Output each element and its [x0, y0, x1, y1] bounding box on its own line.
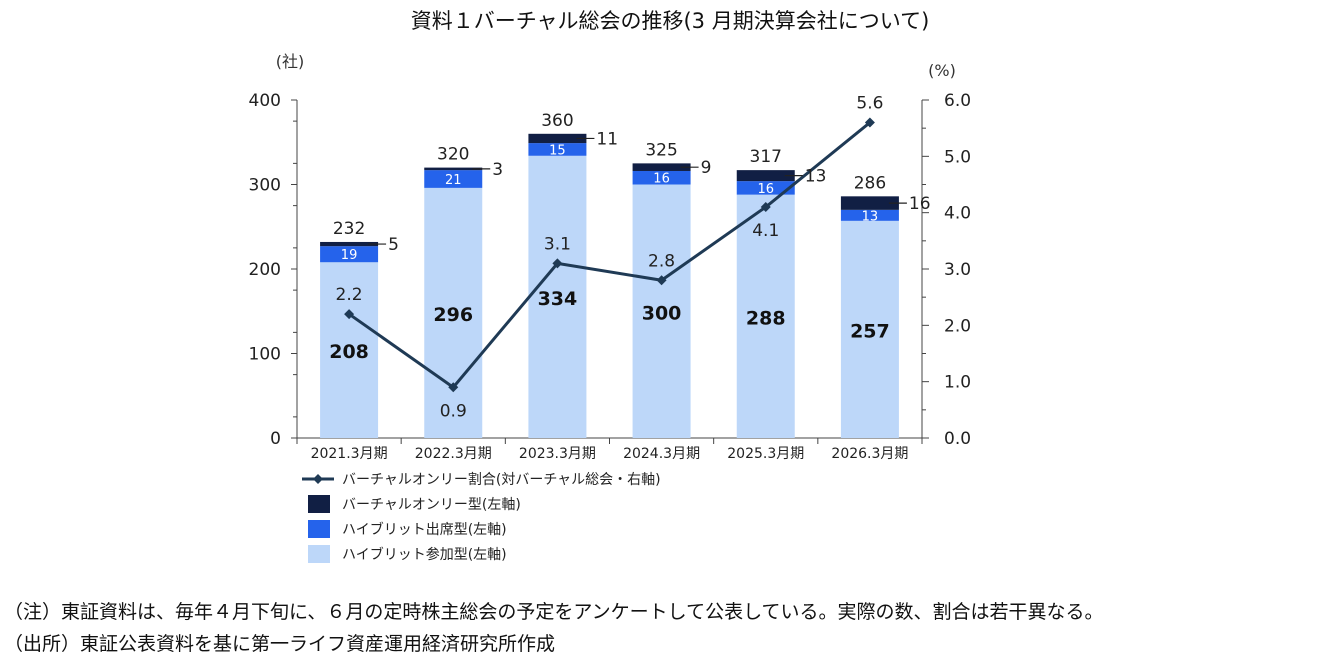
bar-virtual-only: [736, 170, 795, 182]
ratio-polyline: [348, 121, 871, 390]
label-hybrid-participation: 334: [538, 288, 578, 310]
left-tick-label: 400: [249, 91, 281, 111]
source-note: （出所）東証公表資料を基に第一ライフ資産運用経済研究所作成: [4, 633, 556, 655]
label-hybrid-attendance: 19: [341, 248, 358, 263]
label-hybrid-attendance: 13: [862, 209, 879, 224]
label-hybrid-attendance: 15: [549, 143, 566, 158]
ratio-point: [344, 309, 355, 320]
label-ratio: 5.6: [856, 94, 883, 114]
legend-line-marker: [313, 474, 323, 484]
ratio-line: [344, 117, 875, 393]
right-tick-label: 2.0: [944, 316, 971, 336]
label-ratio: 0.9: [440, 401, 467, 421]
right-tick-label: 3.0: [944, 260, 971, 280]
bars: [320, 133, 899, 438]
left-tick-label: 0: [270, 429, 281, 449]
label-total: 360: [541, 111, 573, 131]
label-hybrid-participation: 208: [329, 341, 369, 363]
ratio-point: [864, 117, 875, 128]
label-virtual-only: 16: [909, 194, 931, 214]
bar-virtual-only: [320, 241, 379, 247]
label-virtual-only: 9: [701, 158, 712, 178]
label-virtual-only: 11: [596, 129, 618, 149]
x-tick-label: 2022.3月期: [415, 446, 492, 462]
legend-swatch: [308, 545, 330, 563]
bar-virtual-only: [528, 133, 587, 144]
chart: 資料１バーチャル総会の推移(3 月期決算会社について) (社) (%) 0 100…: [249, 9, 972, 563]
label-hybrid-participation: 257: [850, 320, 890, 342]
label-hybrid-attendance: 16: [653, 172, 670, 187]
ratio-point: [448, 382, 459, 393]
label-ratio: 2.2: [336, 285, 363, 305]
ratio-point: [552, 258, 563, 269]
x-tick-label: 2026.3月期: [831, 446, 908, 462]
bar-hybrid-attendance: [840, 209, 899, 221]
label-total: 317: [750, 147, 782, 167]
bar-hybrid-attendance: [736, 181, 795, 195]
x-tick-label: 2024.3月期: [623, 446, 700, 462]
right-tick-label: 5.0: [944, 147, 971, 167]
label-virtual-only: 5: [388, 235, 399, 255]
bar-hybrid-participation: [632, 184, 691, 438]
bar-virtual-only: [424, 167, 483, 171]
label-total: 325: [645, 140, 677, 160]
bar-virtual-only: [840, 196, 899, 210]
x-tick-label: 2025.3月期: [727, 446, 804, 462]
legend-label: ハイブリット出席型(左軸): [342, 521, 507, 538]
footnote: （注）東証資料は、毎年４月下旬に、６月の定時株主総会の予定をアンケートして公表し…: [4, 601, 1104, 623]
label-total: 232: [333, 219, 365, 239]
bar-hybrid-attendance: [632, 170, 691, 185]
right-tick-label: 1.0: [944, 373, 971, 393]
chart-title: 資料１バーチャル総会の推移(3 月期決算会社について): [411, 9, 930, 33]
axes: 0 100 200 300 400 0.0 1.0 2.0 3.0 4.0 5.0 6.0 2021.3…: [249, 91, 972, 462]
data-labels: 208 19 5 232 296 21 3 320 334 15 11 360 300 16 9 325 288…: [329, 94, 930, 422]
right-tick-label: 6.0: [944, 91, 971, 111]
label-ratio: 4.1: [752, 221, 779, 241]
label-total: 286: [854, 173, 886, 193]
label-hybrid-attendance: 16: [757, 182, 774, 197]
left-tick-label: 300: [249, 176, 281, 196]
label-ratio: 2.8: [648, 251, 675, 271]
legend-label: バーチャルオンリー割合(対バーチャル総会・右軸): [342, 471, 661, 488]
label-ratio: 3.1: [544, 234, 571, 254]
label-virtual-only: 3: [492, 160, 503, 180]
legend-label: ハイブリット参加型(左軸): [342, 546, 507, 563]
bar-hybrid-attendance: [424, 170, 483, 188]
left-tick-label: 100: [249, 345, 281, 365]
ratio-point: [760, 202, 771, 213]
bar-hybrid-attendance: [528, 143, 587, 156]
legend-label: バーチャルオンリー型(左軸): [342, 497, 521, 513]
label-total: 320: [437, 145, 469, 165]
bar-hybrid-participation: [424, 187, 483, 438]
right-tick-label: 4.0: [944, 204, 971, 224]
bar-hybrid-participation: [840, 220, 899, 438]
x-tick-label: 2023.3月期: [519, 446, 596, 462]
left-tick-label: 200: [249, 260, 281, 280]
label-hybrid-attendance: 21: [445, 173, 462, 188]
bar-virtual-only: [632, 163, 691, 171]
bar-hybrid-participation: [736, 194, 795, 438]
label-hybrid-participation: 296: [433, 304, 473, 326]
label-virtual-only: 13: [805, 167, 827, 187]
label-hybrid-participation: 300: [642, 302, 682, 324]
legend: バーチャルオンリー割合(対バーチャル総会・右軸) バーチャルオンリー型(左軸) ハイ…: [302, 471, 661, 563]
ratio-point: [656, 275, 667, 286]
right-axis-unit: (%): [928, 61, 956, 80]
bar-hybrid-participation: [528, 155, 587, 438]
bar-hybrid-participation: [320, 262, 379, 438]
legend-swatch: [308, 520, 330, 538]
x-tick-label: 2021.3月期: [311, 446, 388, 462]
right-tick-label: 0.0: [944, 429, 971, 449]
legend-swatch: [308, 495, 330, 513]
bar-hybrid-attendance: [320, 246, 379, 263]
left-axis-unit: (社): [276, 52, 305, 71]
label-hybrid-participation: 288: [746, 307, 786, 329]
